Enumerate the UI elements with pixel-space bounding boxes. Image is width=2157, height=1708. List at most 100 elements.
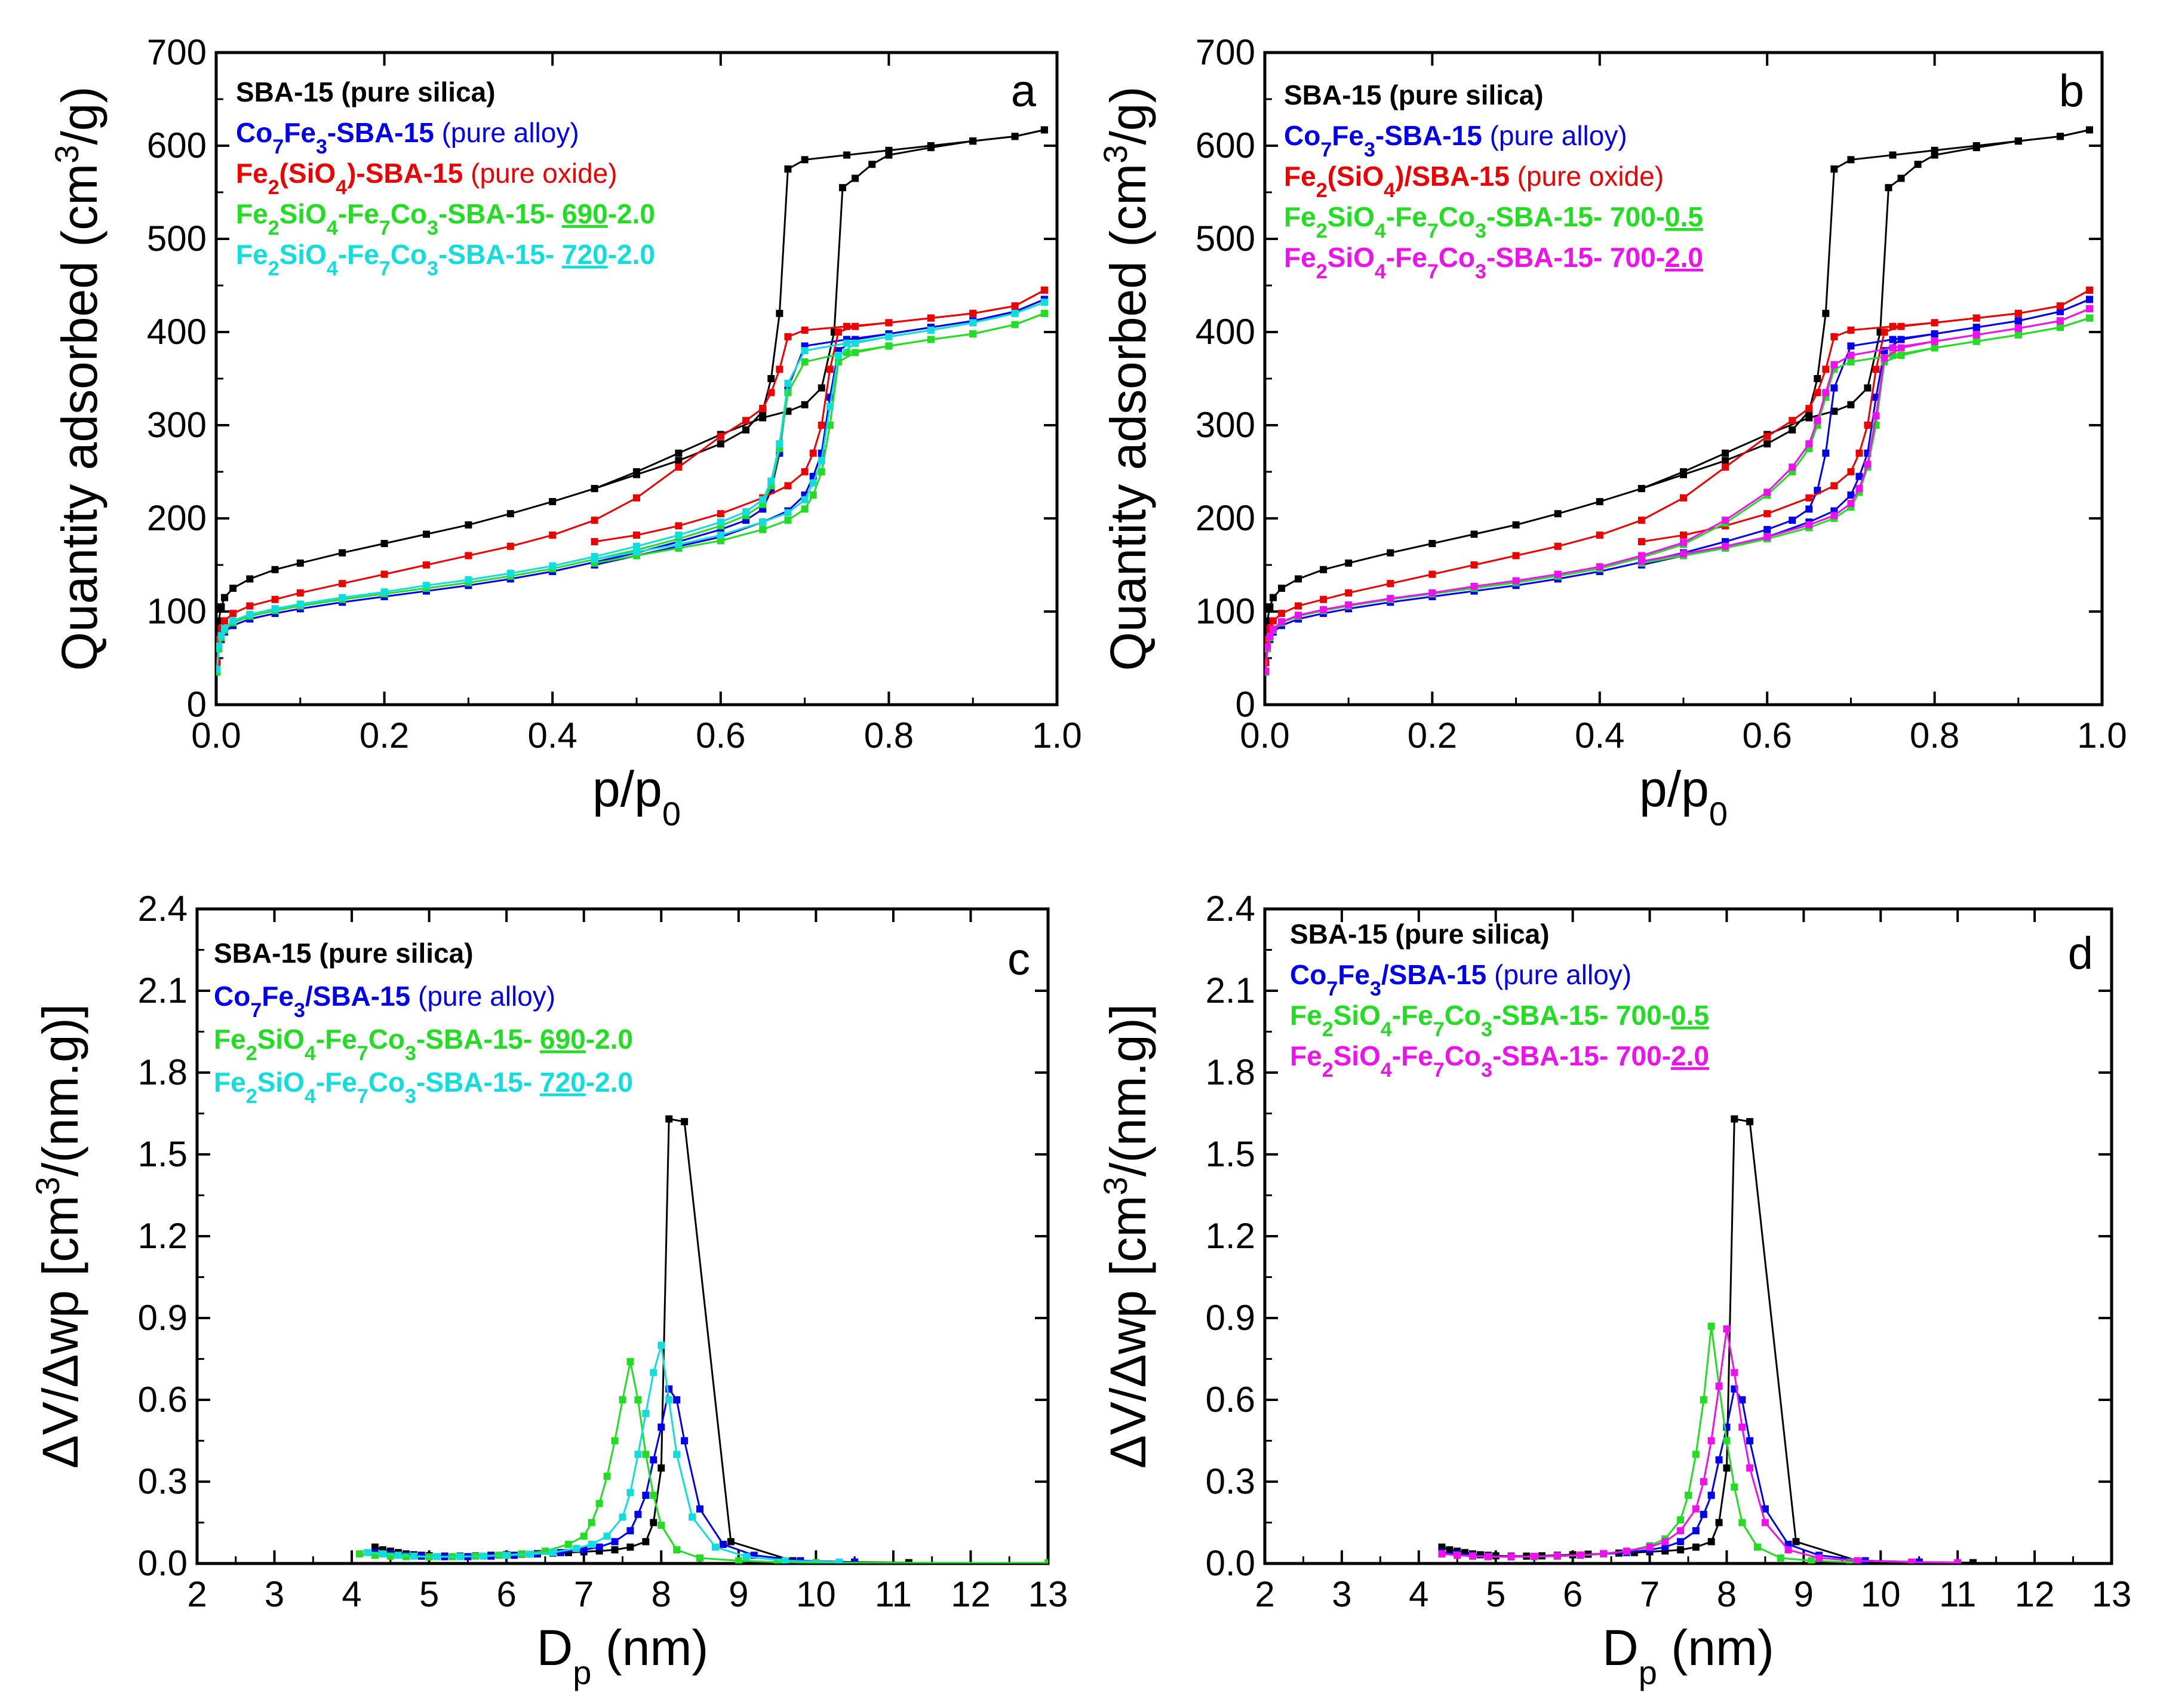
x-axis-title-tail: (nm) — [591, 1620, 708, 1676]
x-axis: 0.0 0.2 0.4 0.6 0.8 1.0 — [1240, 53, 2127, 755]
legend-entry-part: 7 — [1427, 220, 1439, 242]
data-point — [1700, 1396, 1707, 1403]
data-point — [595, 1500, 603, 1507]
data-point — [642, 1491, 650, 1499]
legend-entry-part: -Fe — [1392, 1040, 1433, 1071]
data-point — [650, 1519, 657, 1526]
legend-entry-part: 2.0 — [1665, 242, 1703, 273]
data-point — [634, 1451, 642, 1458]
data-point — [1784, 1546, 1792, 1554]
data-point — [1707, 1322, 1715, 1330]
data-point — [1763, 432, 1771, 440]
x-tick-label: 1.0 — [1032, 715, 1081, 755]
data-point — [1722, 449, 1729, 457]
data-point — [801, 505, 809, 513]
data-point — [905, 1559, 912, 1563]
data-point — [1265, 617, 1271, 625]
data-point — [1723, 1437, 1731, 1445]
data-point — [1814, 389, 1821, 397]
data-point — [465, 521, 472, 529]
data-point — [642, 1538, 650, 1546]
data-point — [1512, 577, 1520, 585]
y-axis-title-tail: /g) — [1100, 87, 1156, 145]
legend-entry-part: -Fe — [1386, 201, 1427, 232]
data-point — [588, 1541, 595, 1549]
x-tick-label: 8 — [1717, 1574, 1737, 1614]
data-point — [580, 1546, 588, 1554]
legend-entry: SBA-15 (pure silica) — [1290, 918, 1550, 950]
data-point — [1692, 1543, 1700, 1551]
legend-entry-part: 2 — [246, 1042, 257, 1065]
data-point — [410, 1552, 417, 1560]
data-point — [675, 463, 683, 471]
legend-entry-part: -Fe — [338, 239, 379, 270]
legend-entry-part: 0.5 — [1665, 201, 1703, 232]
data-point — [1345, 589, 1353, 597]
y-tick-label: 0.0 — [1206, 1543, 1255, 1583]
legend-entry-part: Co — [236, 117, 272, 148]
data-point — [1646, 1543, 1654, 1551]
y-tick-label: 1.8 — [1206, 1052, 1255, 1092]
data-point — [1931, 146, 1938, 154]
legend-entry-part: 7 — [1320, 139, 1332, 161]
data-point — [1731, 1483, 1738, 1491]
data-point — [1830, 361, 1838, 368]
legend-entry-part: 4 — [327, 257, 338, 280]
data-point — [1761, 1519, 1769, 1526]
data-point — [1847, 468, 1855, 475]
series-group — [1438, 1115, 1977, 1563]
series-2 — [216, 286, 1048, 666]
data-point — [1040, 299, 1048, 306]
data-point — [801, 358, 809, 365]
x-tick-label: 4 — [1409, 1574, 1428, 1614]
data-point — [1854, 1557, 1861, 1563]
data-point — [1822, 309, 1830, 317]
data-point — [717, 432, 724, 440]
data-point — [834, 328, 842, 336]
series-0 — [1265, 126, 2093, 653]
data-point — [1731, 1369, 1738, 1377]
x-tick-label: 6 — [496, 1574, 516, 1614]
data-point — [588, 1519, 595, 1526]
legend-entry-part: 7 — [357, 1042, 368, 1065]
data-point — [1438, 1543, 1446, 1551]
data-point — [1680, 468, 1687, 475]
legend-entry-part: Co — [1445, 1000, 1481, 1031]
series-group — [216, 126, 1048, 676]
data-point — [781, 1557, 789, 1563]
legend-entry-part: (pure oxide) — [1517, 161, 1664, 192]
data-point — [1805, 440, 1813, 448]
data-point — [1931, 151, 1938, 159]
y-tick-label: 1.5 — [138, 1134, 188, 1174]
x-tick-label: 12 — [2015, 1574, 2055, 1614]
data-point — [246, 575, 254, 583]
data-point — [1969, 1559, 1977, 1563]
legend-entry-part: -Fe — [1386, 242, 1427, 273]
legend-entry-part: SiO — [257, 1024, 305, 1055]
data-point — [1428, 540, 1436, 548]
data-point — [2014, 324, 2022, 332]
legend-entry-part: Fe — [1284, 242, 1316, 273]
data-point — [1507, 1553, 1515, 1560]
data-point — [379, 1550, 386, 1558]
data-point — [1815, 1554, 1823, 1562]
y-tick-label: 2.4 — [138, 889, 188, 929]
legend-entry-part: Co — [1290, 959, 1326, 990]
legend-entry: Fe2(SiO4)/SBA-15 (pure oxide) — [1284, 161, 1664, 202]
data-point — [603, 1472, 611, 1480]
data-point — [1715, 1456, 1723, 1464]
data-point — [1784, 1541, 1792, 1549]
data-point — [1295, 612, 1302, 619]
data-point — [633, 542, 640, 550]
legend-entry-part: -SBA-15- — [438, 239, 562, 270]
data-point — [626, 1489, 634, 1497]
data-point — [852, 339, 859, 347]
data-point — [1470, 561, 1478, 569]
legend-entry-part: 690 — [562, 198, 608, 229]
data-point — [1954, 1559, 1962, 1563]
x-tick-label: 0.4 — [527, 715, 577, 755]
legend-entry-part: Fe — [1290, 1040, 1322, 1071]
data-point — [221, 617, 229, 625]
data-point — [843, 151, 850, 159]
data-point — [229, 617, 237, 625]
